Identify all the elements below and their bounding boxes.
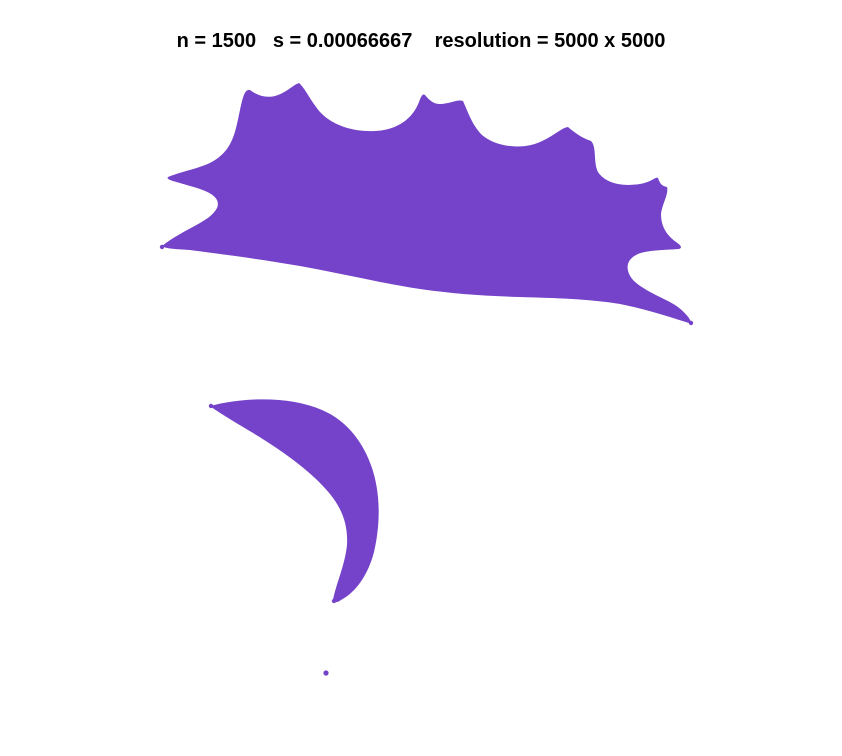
upper-region <box>162 83 692 324</box>
isolated-point <box>323 670 329 676</box>
crescent-top-tip <box>208 403 214 409</box>
crescent-bottom-tip <box>331 598 337 604</box>
figure-title: n = 1500 s = 0.00066667 resolution = 500… <box>176 30 666 52</box>
crescent-region <box>210 399 379 603</box>
upper-region-right-tip <box>688 320 694 326</box>
upper-region-left-tip <box>159 244 165 250</box>
